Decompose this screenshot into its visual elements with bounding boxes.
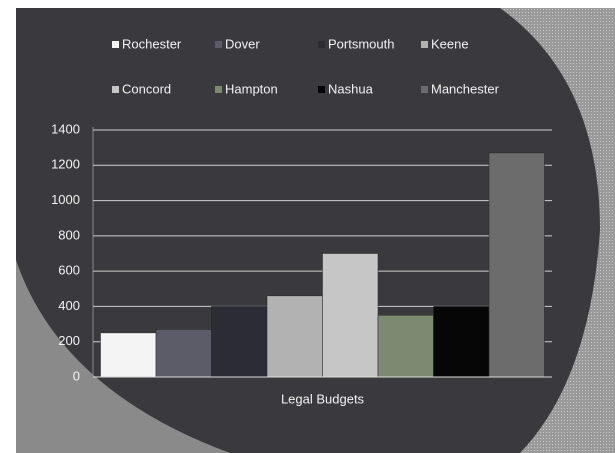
legend-swatch [421, 41, 428, 48]
legend-label: Hampton [225, 81, 278, 96]
y-tick-label: 1200 [51, 157, 80, 172]
x-tick-label: Legal Budgets [281, 391, 365, 406]
legend-swatch [215, 41, 222, 48]
y-tick-label: 200 [58, 333, 80, 348]
bar [488, 152, 545, 378]
bar [155, 329, 212, 378]
background-swoosh [16, 260, 230, 453]
legend-swatch [318, 86, 325, 93]
y-tick-label: 800 [58, 227, 80, 242]
y-tick-label: 1400 [51, 121, 80, 136]
legend-swatch [421, 86, 428, 93]
legend-swatch [215, 86, 222, 93]
legend-label: Manchester [431, 81, 500, 96]
legend-label: Concord [122, 81, 171, 96]
bar [211, 306, 268, 378]
legend-label: Dover [225, 36, 260, 51]
legend-label: Portsmouth [328, 36, 394, 51]
legend-label: Rochester [122, 36, 182, 51]
bar [266, 295, 323, 378]
y-tick-label: 600 [58, 263, 80, 278]
legend-swatch [112, 41, 119, 48]
bar [433, 306, 490, 378]
bar [377, 315, 434, 378]
bar [322, 253, 379, 378]
legend-label: Keene [431, 36, 469, 51]
y-tick-label: 0 [73, 368, 80, 383]
legend-label: Nashua [328, 81, 374, 96]
legend-swatch [318, 41, 325, 48]
bar [100, 332, 157, 378]
legend-swatch [112, 86, 119, 93]
y-tick-label: 400 [58, 298, 80, 313]
y-tick-label: 1000 [51, 192, 80, 207]
